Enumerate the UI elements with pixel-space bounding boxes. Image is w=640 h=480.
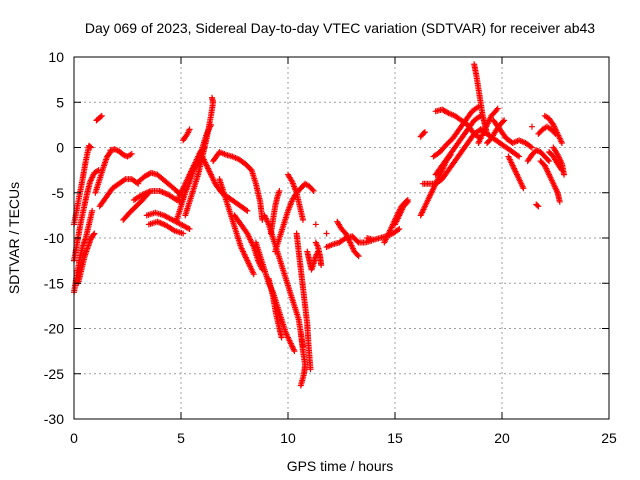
data-point	[309, 186, 316, 193]
data-point	[514, 152, 521, 159]
data-point	[121, 177, 128, 184]
data-point	[561, 171, 568, 178]
data-point	[396, 225, 403, 232]
data-point	[243, 206, 250, 213]
data-point	[494, 105, 501, 112]
data-point	[558, 139, 565, 146]
data-point	[501, 117, 508, 124]
data-point	[556, 198, 563, 205]
y-axis-label: SDTVAR / TECUs	[6, 182, 22, 294]
data-point	[520, 185, 527, 192]
data-point	[276, 187, 283, 194]
x-tick-label: 25	[601, 430, 617, 446]
data-point	[87, 143, 94, 150]
data-point	[420, 130, 427, 137]
x-tick-label: 5	[177, 430, 185, 446]
data-point	[299, 216, 306, 223]
data-point	[476, 113, 483, 120]
data-point	[97, 113, 104, 120]
data-point	[394, 226, 401, 233]
data-point	[91, 230, 98, 237]
data-point	[186, 225, 193, 232]
data-point	[89, 207, 96, 214]
y-tick-label: -10	[44, 230, 64, 246]
data-point	[186, 126, 193, 133]
y-tick-label: -15	[44, 275, 64, 291]
data-points	[71, 61, 568, 389]
data-point	[310, 187, 317, 194]
data-point	[278, 334, 285, 341]
y-tick-label: 5	[56, 94, 64, 110]
x-axis-label: GPS time / hours	[287, 458, 394, 474]
data-point	[180, 230, 187, 237]
data-point	[516, 153, 523, 160]
y-tick-label: -20	[44, 321, 64, 337]
data-point	[98, 112, 105, 119]
data-point	[291, 348, 298, 355]
x-tick-label: 15	[387, 430, 403, 446]
data-point	[244, 207, 251, 214]
data-point	[323, 230, 330, 237]
grid-lines	[74, 57, 609, 419]
y-tick-label: -5	[52, 185, 65, 201]
data-point	[106, 150, 113, 157]
data-point	[90, 231, 97, 238]
data-point	[528, 123, 535, 130]
data-point	[546, 158, 553, 165]
y-tick-label: 0	[56, 140, 64, 156]
data-point	[307, 366, 314, 373]
data-point	[88, 144, 95, 151]
data-point	[355, 253, 362, 260]
data-point	[527, 143, 534, 150]
data-point	[128, 150, 135, 157]
y-tick-label: -25	[44, 366, 64, 382]
data-point	[528, 144, 535, 151]
y-tick-labels: -30 -25 -20 -15 -10 -5 0 5 10	[44, 49, 64, 427]
data-point	[209, 94, 216, 101]
data-point	[312, 221, 319, 228]
data-point	[403, 199, 410, 206]
data-point	[493, 106, 500, 113]
data-point	[297, 382, 304, 389]
x-tick-label: 10	[280, 430, 296, 446]
data-point	[250, 271, 257, 278]
data-point	[421, 129, 428, 136]
data-point	[354, 238, 361, 245]
axis-ticks	[73, 56, 610, 420]
data-point	[535, 203, 542, 210]
y-tick-label: 10	[48, 49, 64, 65]
data-point	[534, 202, 541, 209]
x-tick-label: 20	[494, 430, 510, 446]
chart-title: Day 069 of 2023, Sidereal Day-to-day VTE…	[85, 20, 595, 36]
data-point	[318, 262, 325, 269]
x-tick-label: 0	[70, 430, 78, 446]
data-point	[545, 156, 552, 163]
data-point	[404, 198, 411, 205]
data-point	[500, 118, 507, 125]
y-tick-label: -30	[44, 411, 64, 427]
x-tick-labels: 0 5 10 15 20 25	[70, 430, 617, 446]
data-point	[354, 251, 361, 258]
